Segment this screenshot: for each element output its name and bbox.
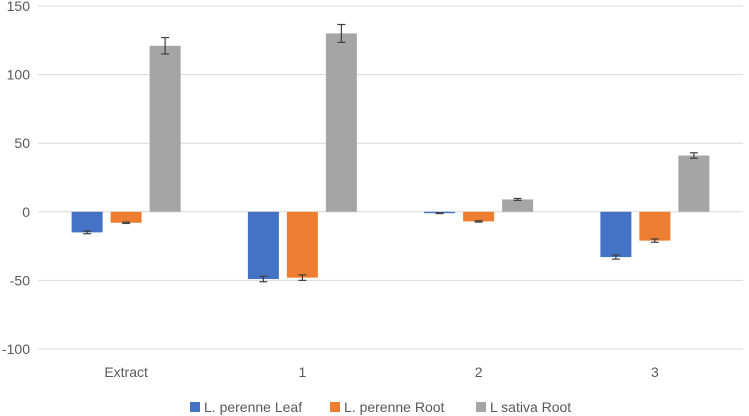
x-tick-label: 2 — [475, 364, 483, 380]
bars — [71, 33, 710, 280]
x-tick-label: 3 — [651, 364, 659, 380]
legend-item-3: L sativa Root — [476, 399, 571, 415]
bar-1-1 — [71, 211, 103, 233]
error-bar-2-3 — [474, 220, 483, 223]
legend-label: L. perenne Root — [344, 399, 445, 415]
bar-1-4 — [600, 211, 632, 258]
legend-item-2: L. perenne Root — [330, 399, 445, 415]
bar-2-2 — [286, 211, 318, 278]
y-tick-label: 100 — [7, 67, 31, 83]
error-bar-3-2 — [337, 23, 346, 43]
y-tick-label: 0 — [22, 204, 30, 220]
error-bar-3-3 — [513, 197, 522, 202]
legend-swatch — [476, 402, 486, 412]
bar-2-3 — [463, 211, 495, 222]
legend-swatch — [190, 402, 200, 412]
bar-3-2 — [325, 33, 357, 212]
error-bar-3-4 — [689, 152, 698, 159]
error-bar-2-1 — [122, 221, 131, 225]
error-bar-1-1 — [83, 230, 92, 235]
legend-label: L sativa Root — [490, 399, 571, 415]
y-tick-label: -100 — [2, 341, 30, 357]
error-bar-1-2 — [259, 275, 268, 283]
bar-2-4 — [639, 211, 671, 241]
legend-label: L. perenne Leaf — [204, 399, 302, 415]
error-bar-1-3 — [435, 212, 444, 215]
y-tick-label: 50 — [14, 135, 30, 151]
error-bar-2-2 — [298, 274, 307, 281]
bar-3-4 — [678, 155, 710, 212]
error-bar-1-4 — [611, 254, 620, 260]
gridlines — [38, 5, 743, 350]
bar-3-3 — [502, 199, 534, 212]
x-axis-tick-labels: Extract 1 2 3 — [104, 364, 659, 380]
y-tick-label: -50 — [10, 272, 30, 288]
error-bar-3-1 — [161, 36, 170, 55]
x-tick-label: Extract — [104, 364, 148, 380]
bar-3-1 — [149, 45, 181, 212]
y-tick-label: 150 — [7, 0, 31, 14]
x-tick-label: 1 — [298, 364, 306, 380]
legend: L. perenne Leaf L. perenne Root L sativa R… — [190, 399, 571, 415]
bar-2-1 — [110, 211, 142, 223]
legend-item-1: L. perenne Leaf — [190, 399, 302, 415]
bar-1-2 — [247, 211, 279, 280]
legend-swatch — [330, 402, 340, 412]
y-axis-tick-labels: 150 100 50 0 -50 -100 — [2, 0, 30, 357]
error-bars — [83, 23, 698, 283]
error-bar-2-4 — [650, 238, 659, 243]
